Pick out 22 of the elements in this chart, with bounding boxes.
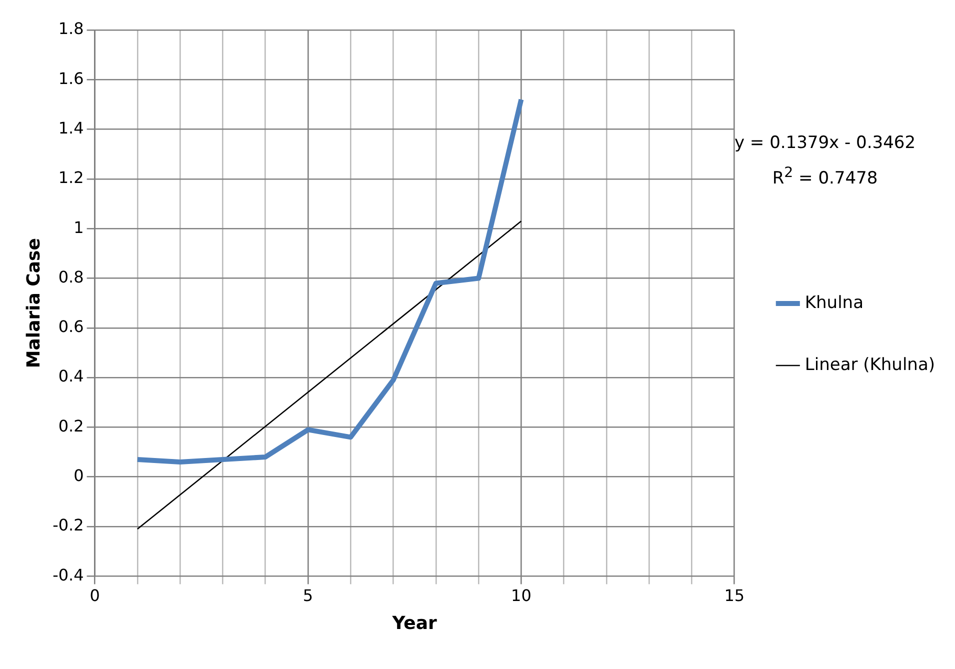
y-axis-title: Malaria Case: [23, 238, 44, 368]
y-tick-label: 0.2: [58, 416, 84, 436]
y-tick-label: -0.2: [52, 516, 84, 535]
legend-label: Khulna: [804, 292, 864, 313]
x-axis-title: Year: [391, 612, 438, 634]
y-tick-label: 1: [74, 218, 84, 237]
y-tick-label: 0.8: [58, 267, 84, 286]
y-tick-label: 1.6: [58, 68, 84, 88]
y-tick-label: 0.6: [58, 317, 84, 336]
x-tick-label: 5: [302, 586, 314, 605]
x-tick-label: 15: [724, 586, 745, 605]
y-tick-label: -0.4: [52, 565, 84, 584]
y-tick-label: 1.8: [58, 19, 84, 38]
x-tick-label: 0: [90, 586, 100, 605]
y-tick-label: 1.4: [58, 118, 84, 138]
text: y = 0.1379x - 0.3462: [733, 132, 917, 155]
y-tick-label: 0.4: [58, 366, 84, 386]
legend-label: Linear (Khulna): [804, 354, 936, 375]
y-tick-label: 0: [74, 466, 84, 486]
x-tick-label: 10: [511, 586, 532, 605]
text: R$^{2}$ = 0.7478: [771, 164, 879, 191]
y-tick-label: 1.2: [58, 168, 84, 188]
